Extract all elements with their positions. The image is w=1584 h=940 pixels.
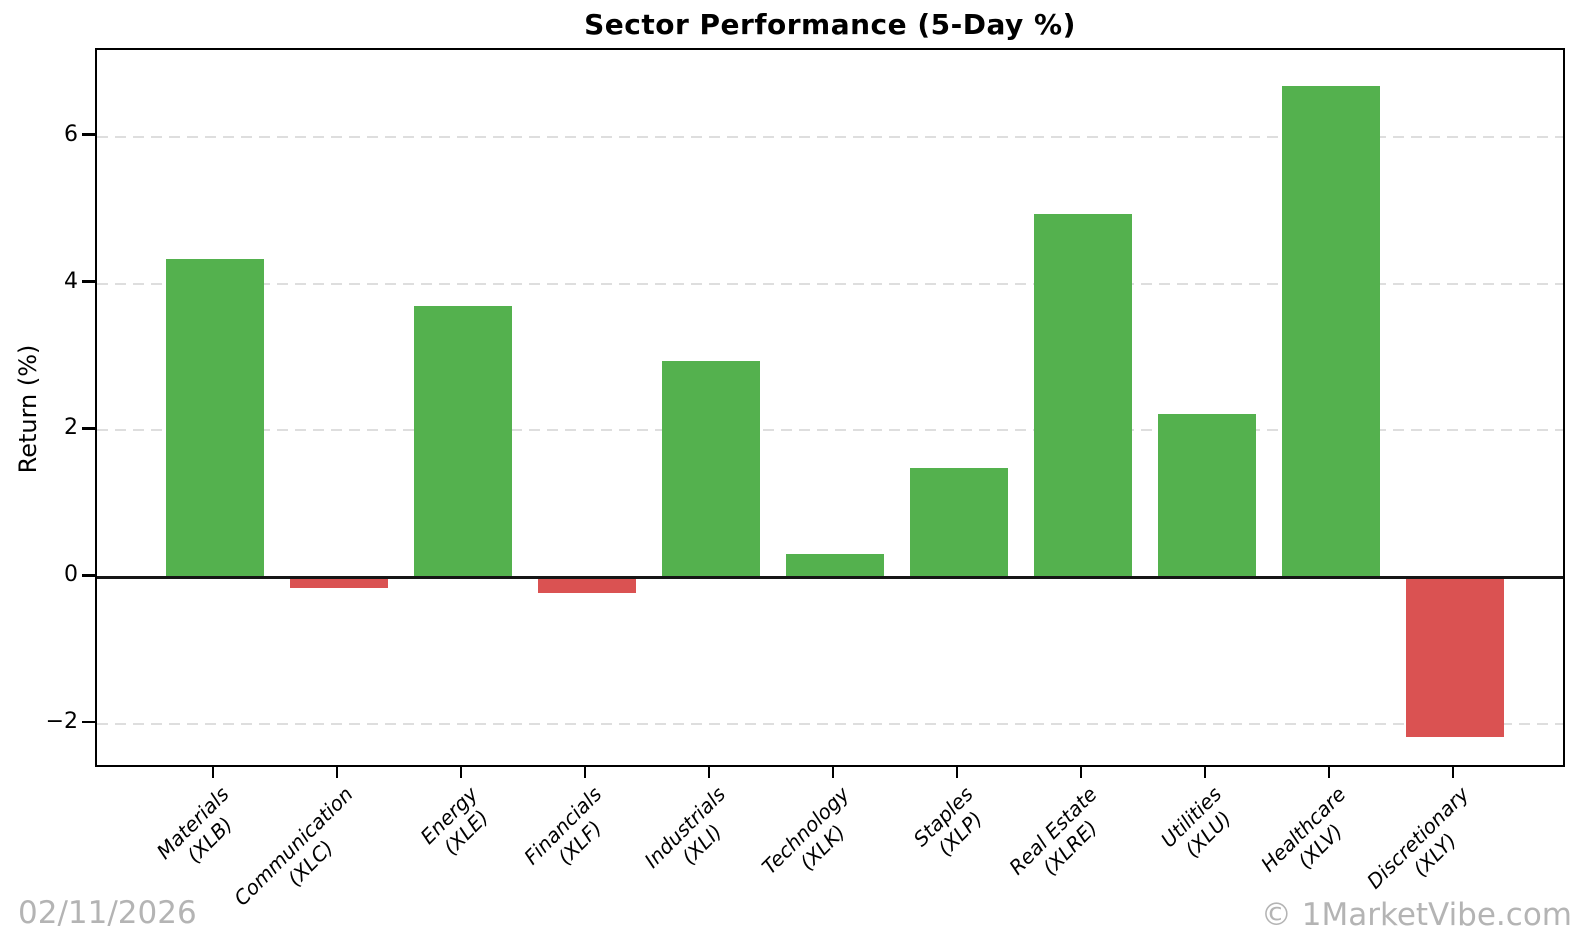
x-tick-mark-communication	[335, 765, 339, 778]
y-tick-label--2: −2	[45, 709, 78, 735]
bar-communication-xlc	[290, 577, 388, 589]
gridline-2	[97, 429, 1563, 432]
gridline-6	[97, 135, 1563, 138]
y-tick-label-4: 4	[64, 268, 78, 294]
bar-materials-xlb	[166, 259, 264, 578]
bar-financials-xlf	[538, 577, 636, 594]
x-tick-mark-healthcare	[1327, 765, 1331, 778]
zero-line	[97, 575, 1563, 579]
x-tick-mark-staples	[955, 765, 959, 778]
x-tick-mark-industrials	[707, 765, 711, 778]
x-tick-mark-energy	[459, 765, 463, 778]
x-tick-label-discretionary: Discretionary (XLY)	[1363, 782, 1491, 910]
x-tick-label-industrials: Industrials (XLI)	[639, 782, 747, 890]
x-tick-label-staples: Staples (XLP)	[909, 782, 995, 868]
x-tick-label-energy: Energy (XLE)	[415, 782, 499, 866]
x-tick-mark-technology	[831, 765, 835, 778]
x-tick-label-materials: Materials (XLB)	[152, 782, 251, 881]
x-tick-label-financials: Financials (XLF)	[519, 782, 623, 886]
plot-area	[95, 48, 1565, 767]
gridline-4	[97, 282, 1563, 285]
bar-energy-xle	[414, 305, 512, 578]
x-tick-mark-discretionary	[1451, 765, 1455, 778]
watermark-date: 02/11/2026	[18, 895, 197, 931]
y-tick-mark--2	[82, 720, 95, 724]
y-axis-label: Return (%)	[14, 344, 42, 474]
bar-staples-xlp	[910, 467, 1008, 578]
x-tick-label-utilities: Utilities (XLU)	[1156, 782, 1243, 869]
x-tick-mark-utilities	[1203, 765, 1207, 778]
y-tick-mark-6	[82, 133, 95, 136]
watermark-brand: © 1MarketVibe.com	[1260, 897, 1572, 933]
gridline--2	[97, 723, 1563, 726]
bar-discretionary-xly	[1406, 577, 1504, 738]
y-tick-mark-4	[82, 280, 95, 283]
bar-real-estate-xlre	[1034, 213, 1132, 578]
x-tick-label-real-estate: Real Estate (XLRE)	[1005, 782, 1119, 896]
x-tick-label-technology: Technology (XLK)	[757, 782, 871, 896]
x-tick-mark-materials	[211, 765, 215, 778]
bar-healthcare-xlv	[1282, 85, 1380, 578]
bar-technology-xlk	[786, 553, 884, 578]
y-tick-label-6: 6	[64, 121, 78, 147]
bar-utilities-xlu	[1158, 413, 1256, 578]
x-tick-mark-real-estate	[1079, 765, 1083, 778]
y-tick-mark-2	[82, 427, 95, 430]
x-tick-mark-financials	[583, 765, 587, 778]
y-tick-label-0: 0	[64, 562, 78, 588]
bar-industrials-xli	[662, 361, 760, 578]
x-tick-label-communication: Communication (XLC)	[230, 782, 375, 927]
x-tick-label-healthcare: Healthcare (XLV)	[1256, 782, 1367, 893]
y-tick-mark-0	[82, 574, 95, 577]
chart-title: Sector Performance (5-Day %)	[584, 8, 1076, 41]
y-tick-label-2: 2	[64, 415, 78, 441]
